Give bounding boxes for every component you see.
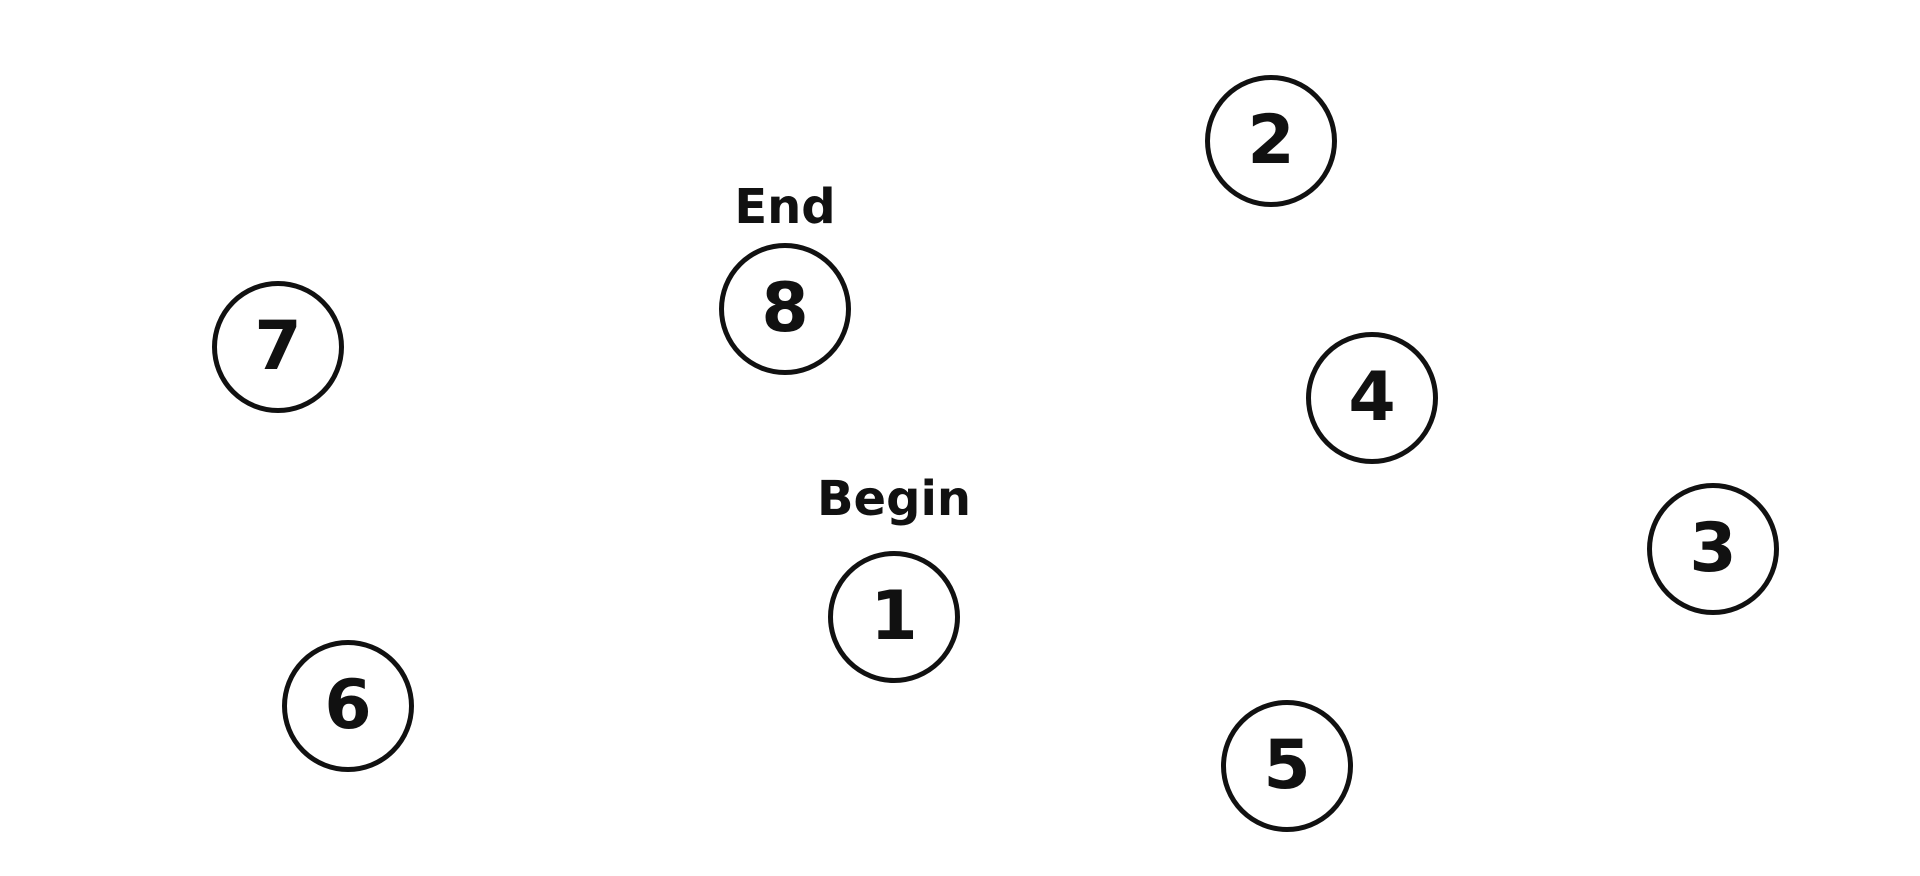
dot-7-number: 7: [254, 307, 302, 386]
dot-1[interactable]: 1: [828, 551, 960, 683]
dot-1-number: 1: [870, 577, 918, 656]
begin-label: Begin: [816, 471, 972, 527]
dot-4-number: 4: [1348, 358, 1396, 437]
dot-6-number: 6: [324, 666, 372, 745]
dot-3-number: 3: [1689, 509, 1737, 588]
dot-4[interactable]: 4: [1306, 332, 1438, 464]
dot-3[interactable]: 3: [1647, 483, 1779, 615]
end-label: End: [734, 179, 836, 235]
dot-8-number: 8: [761, 269, 809, 348]
dot-5-number: 5: [1263, 726, 1311, 805]
dot-7[interactable]: 7: [212, 281, 344, 413]
dot-8[interactable]: 8: [719, 243, 851, 375]
dot-2[interactable]: 2: [1205, 75, 1337, 207]
dot-5[interactable]: 5: [1221, 700, 1353, 832]
dot-6[interactable]: 6: [282, 640, 414, 772]
dot-2-number: 2: [1247, 101, 1295, 180]
